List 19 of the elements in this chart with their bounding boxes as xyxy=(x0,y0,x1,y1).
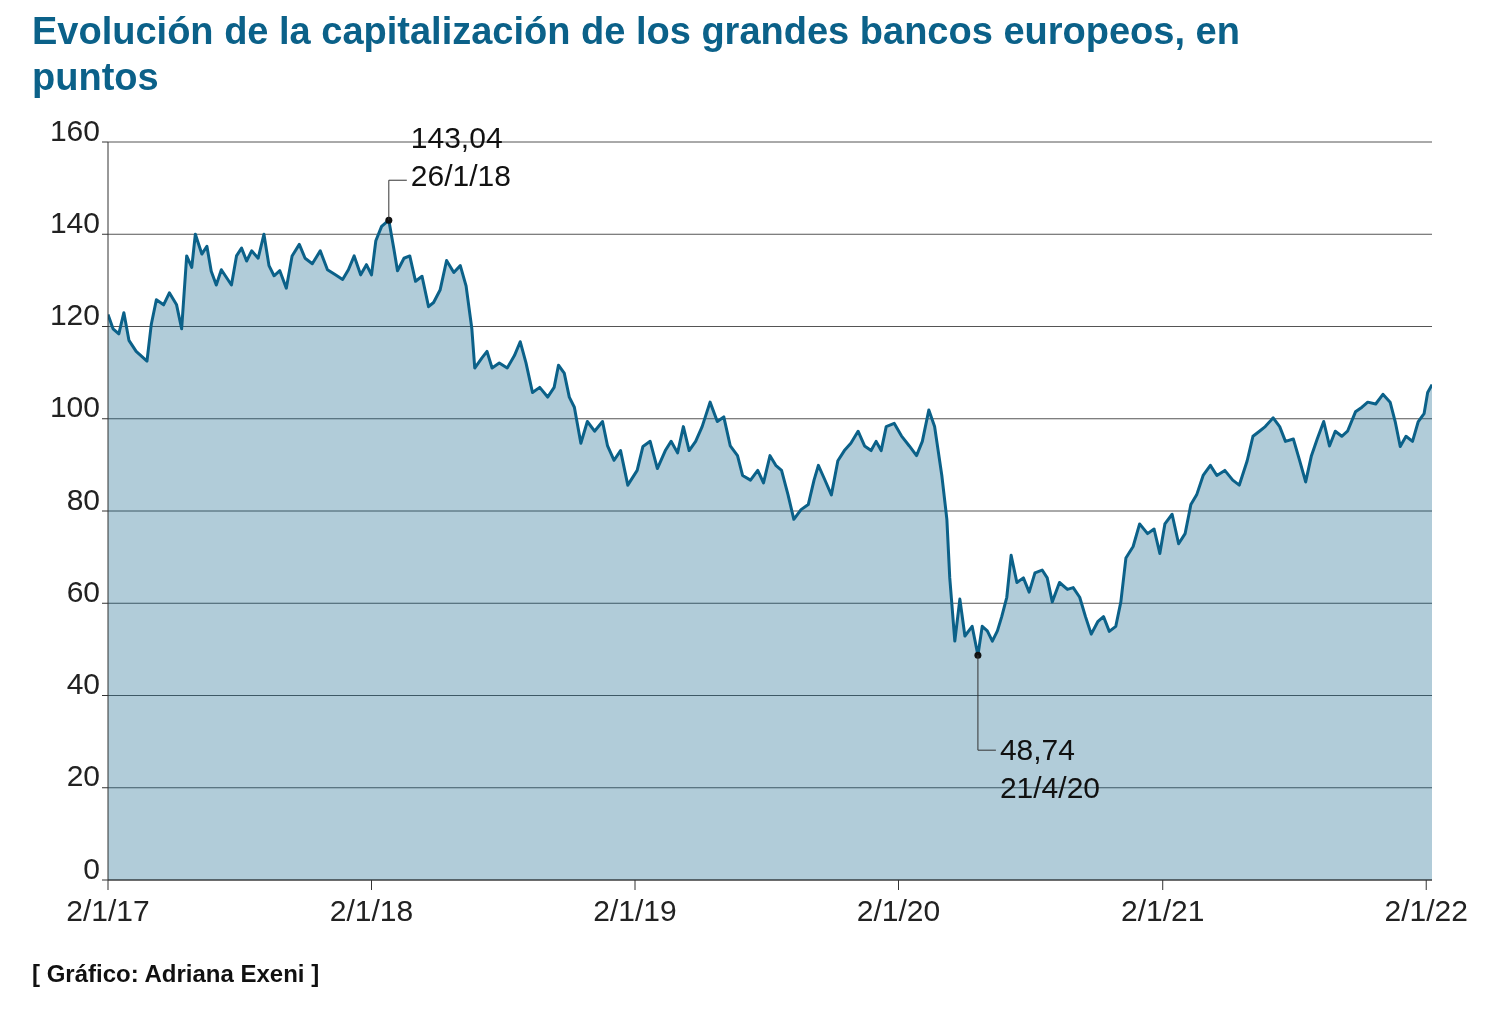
y-tick-label: 80 xyxy=(66,482,100,516)
text: [ Gráfico: Adriana Exeni ] xyxy=(32,960,321,988)
annotation: 143,04 26/1/18 xyxy=(410,121,511,193)
x-tick-label: 2/1/17 xyxy=(66,894,150,928)
annotation: 48,74 21/4/20 xyxy=(999,733,1101,805)
x-tick-label: 2/1/19 xyxy=(593,894,677,928)
y-tick-label: 0 xyxy=(83,851,100,885)
y-tick-label: 120 xyxy=(49,298,100,332)
y-tick-label: 40 xyxy=(66,667,100,701)
y-tick-label: 140 xyxy=(49,205,100,239)
x-tick-label: 2/1/18 xyxy=(329,894,414,928)
chart-title: Evolución de la capitalización de los grandes bancos europeos, en puntos xyxy=(32,9,1241,100)
y-tick-label: 160 xyxy=(49,113,100,147)
x-tick-label: 2/1/21 xyxy=(1121,894,1205,928)
y-tick-label: 60 xyxy=(66,574,100,608)
x-tick-label: 2/1/20 xyxy=(856,894,941,928)
x-tick-label: 2/1/22 xyxy=(1384,894,1468,928)
y-tick-label: 100 xyxy=(49,390,100,424)
y-tick-label: 20 xyxy=(66,759,100,793)
